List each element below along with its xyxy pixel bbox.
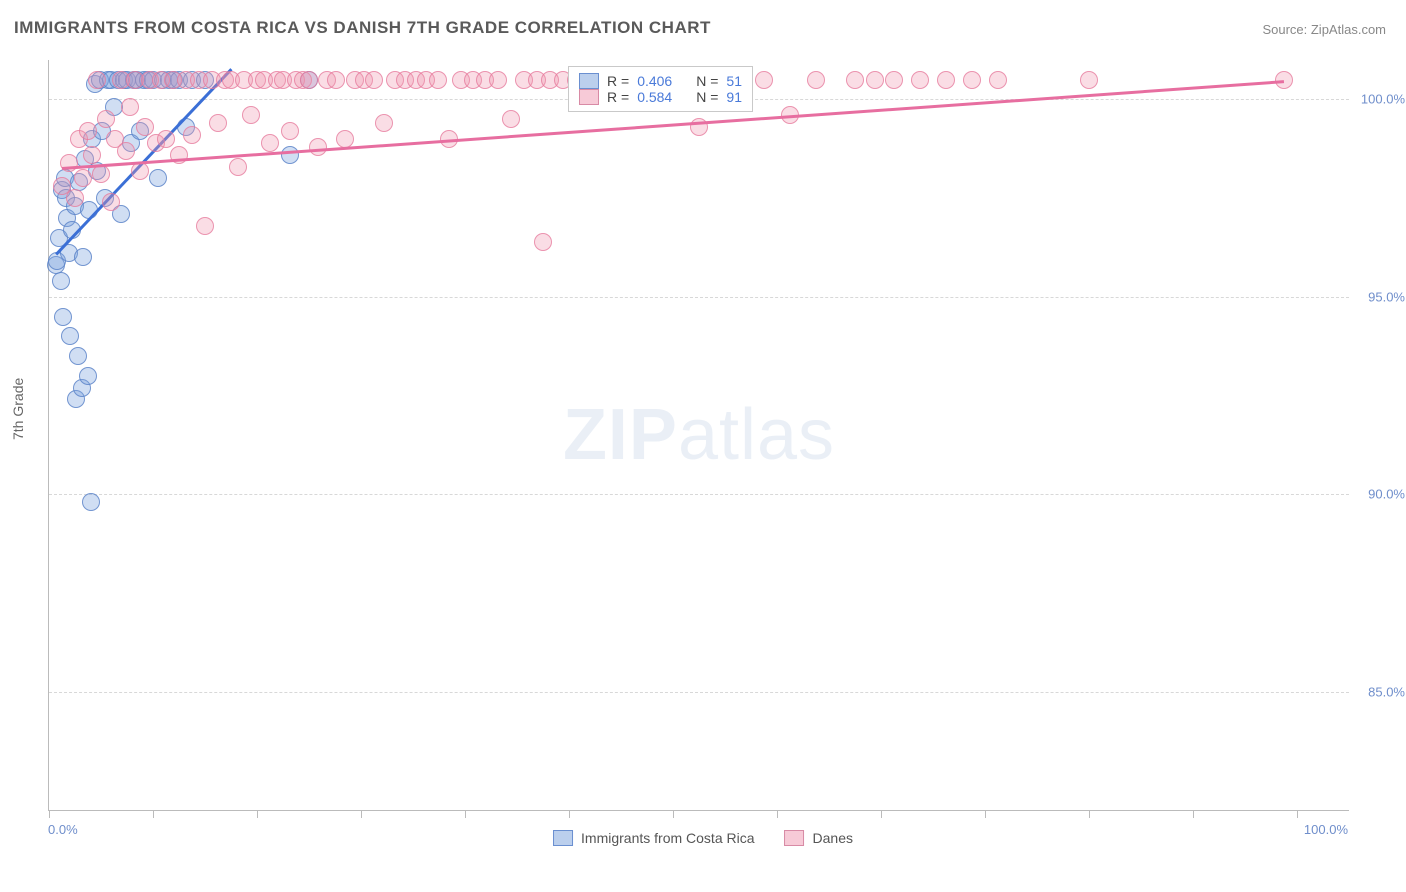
data-point [429,71,447,89]
data-point [83,146,101,164]
x-tick [1089,810,1090,818]
source-label: Source: ZipAtlas.com [1262,22,1386,37]
data-point [937,71,955,89]
x-axis-max-label: 100.0% [1304,822,1348,837]
stats-legend: R = 0.406 N = 51 R = 0.584 N = 91 [568,66,753,112]
n-label: N = [696,73,718,89]
data-point [885,71,903,89]
r-label: R = [607,89,629,105]
watermark-atlas: atlas [678,395,835,475]
x-tick [985,810,986,818]
y-axis-title: 7th Grade [10,378,26,440]
gridline [49,692,1349,693]
data-point [242,106,260,124]
plot-area: ZIPatlas 85.0%90.0%95.0%100.0% [48,60,1349,811]
x-tick [361,810,362,818]
data-point [365,71,383,89]
swatch-blue-icon [579,73,599,89]
data-point [102,193,120,211]
gridline [49,297,1349,298]
data-point [209,114,227,132]
swatch-blue-icon [553,830,573,846]
x-tick [777,810,778,818]
data-point [502,110,520,128]
data-point [157,130,175,148]
data-point [989,71,1007,89]
data-point [82,493,100,511]
swatch-pink-icon [579,89,599,105]
legend-label-a: Immigrants from Costa Rica [581,830,754,846]
legend-item-a: Immigrants from Costa Rica [553,830,754,846]
x-tick [1193,810,1194,818]
data-point [88,71,106,89]
data-point [336,130,354,148]
data-point [79,122,97,140]
data-point [281,146,299,164]
data-point [866,71,884,89]
data-point [196,217,214,235]
swatch-pink-icon [785,830,805,846]
y-tick-label: 85.0% [1368,684,1405,699]
data-point [54,308,72,326]
data-point [327,71,345,89]
r-value: 0.406 [637,73,672,89]
data-point [755,71,773,89]
data-point [911,71,929,89]
data-point [74,169,92,187]
x-tick [153,810,154,818]
stats-row: R = 0.584 N = 91 [579,89,742,105]
x-tick [673,810,674,818]
n-value: 91 [726,89,742,105]
stats-row: R = 0.406 N = 51 [579,73,742,89]
data-point [52,272,70,290]
data-point [74,248,92,266]
gridline [49,494,1349,495]
chart-title: IMMIGRANTS FROM COSTA RICA VS DANISH 7TH… [14,18,711,38]
data-point [136,118,154,136]
data-point [61,327,79,345]
data-point [300,71,318,89]
data-point [97,110,115,128]
x-axis-min-label: 0.0% [48,822,78,837]
data-point [963,71,981,89]
bottom-legend: Immigrants from Costa Rica Danes [553,830,853,846]
x-tick [257,810,258,818]
data-point [66,189,84,207]
data-point [261,134,279,152]
data-point [534,233,552,251]
y-tick-label: 90.0% [1368,487,1405,502]
data-point [309,138,327,156]
data-point [149,169,167,187]
x-tick [1297,810,1298,818]
legend-item-b: Danes [785,830,853,846]
data-point [807,71,825,89]
data-point [79,367,97,385]
r-label: R = [607,73,629,89]
data-point [183,126,201,144]
data-point [281,122,299,140]
x-tick [569,810,570,818]
n-label: N = [696,89,718,105]
y-tick-label: 95.0% [1368,289,1405,304]
data-point [92,165,110,183]
n-value: 51 [726,73,742,89]
data-point [375,114,393,132]
data-point [117,142,135,160]
watermark-zip: ZIP [563,395,678,475]
x-tick [465,810,466,818]
legend-label-b: Danes [813,830,853,846]
r-value: 0.584 [637,89,672,105]
data-point [121,98,139,116]
x-tick [881,810,882,818]
watermark: ZIPatlas [563,394,835,476]
x-tick [49,810,50,818]
data-point [489,71,507,89]
data-point [69,347,87,365]
data-point [229,158,247,176]
data-point [846,71,864,89]
data-point [1080,71,1098,89]
y-tick-label: 100.0% [1361,92,1405,107]
